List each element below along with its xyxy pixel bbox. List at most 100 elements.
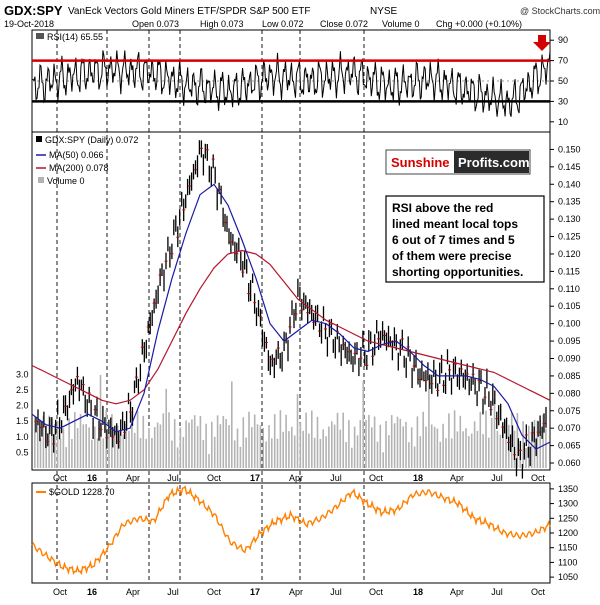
volume-bar [425,426,427,468]
ohlc-low: Low 0.072 [262,19,304,29]
volume-bar [131,413,133,468]
chart-credit: @ StockCharts.com [520,6,600,16]
volume-bar [99,374,102,468]
volume-bar [419,436,422,468]
callout-line-3: 6 out of 7 times and 5 [392,233,515,247]
volume-bar [139,438,142,468]
volume-tick-label: 0.5 [16,447,29,457]
price-xtick-label: 18 [413,473,423,483]
volume-bar [268,425,270,468]
volume-bar [496,430,499,468]
volume-bar [533,419,536,468]
price-xtick-label: Jul [491,473,503,483]
volume-bar [365,419,367,468]
volume-bar [116,425,119,468]
volume-bar [196,426,199,468]
rsi-ytick-label: 50 [558,76,568,86]
volume-bar [402,426,404,468]
rsi-layer [31,50,551,117]
price-ytick-label: 0.130 [558,214,581,224]
volume-bar [465,428,467,468]
volume-bar [388,435,390,468]
price-ytick-label: 0.060 [558,458,581,468]
price-xtick-label: Oct [531,473,546,483]
volume-bar [68,418,70,468]
volume-bar [456,431,459,468]
volume-bar [188,422,190,468]
volume-bar [488,437,490,468]
volume-bar [34,416,36,468]
gold-xtick-label: Oct [531,587,546,597]
volume-bar [439,441,442,468]
chart-date: 19-Oct-2018 [4,19,54,29]
volume-bar [493,399,496,468]
chart-symbol: GDX:SPY [4,3,63,18]
gold-xtick-label: 17 [250,587,260,597]
volume-bar [299,422,302,468]
volume-bar [279,410,282,468]
ma50-legend: MA(50) 0.066 [49,150,104,160]
price-ytick-label: 0.120 [558,249,581,259]
vertical-dashed-lines [56,30,365,583]
ohlc-volume: Volume 0 [382,19,420,29]
callout-line-5: shorting opportunities. [392,265,523,279]
volume-bar [236,428,239,468]
volume-bar [542,414,544,468]
volume-bar [368,414,370,468]
price-ytick-label: 0.105 [558,301,581,311]
volume-bar [516,413,519,468]
volume-bar [156,422,159,468]
volume-bar [148,427,150,468]
volume-bar [182,437,185,468]
price-ytick-label: 0.140 [558,179,581,189]
volume-bar [359,420,362,468]
volume-bar [79,413,82,468]
volume-bar [362,381,364,468]
volume-bar [193,415,196,468]
ohlc-close: Close 0.072 [320,19,368,29]
volume-bar [136,410,139,468]
volume-bar [448,413,450,468]
volume-bar [485,410,487,468]
gold-xtick-label: Jul [491,587,503,597]
volume-bar [342,412,344,468]
volume-bar [468,436,470,468]
volume-bar [510,412,513,468]
volume-legend-swatch [38,177,44,183]
callout-line-4: of them were precise [392,249,512,263]
volume-bar [348,420,350,468]
volume-bar [385,421,387,468]
price-xtick-label: Apr [450,473,464,483]
volume-bar [225,419,227,468]
volume-bar [536,420,539,468]
volume-tick-label: 1.5 [16,416,29,426]
red-arrow-icon [533,35,551,51]
volume-bar [185,420,187,468]
gold-xtick-label: Oct [369,587,384,597]
volume-bar [308,433,310,468]
volume-bar [71,439,73,468]
volume-bar [413,446,416,468]
volume-bar [142,415,145,468]
price-xtick-label: 17 [250,473,260,483]
gold-layer [31,485,551,576]
volume-bar [490,417,493,468]
volume-bar [82,424,85,468]
volume-bar [353,426,356,468]
volume-bar [222,416,225,468]
price-xtick-label: Apr [126,473,140,483]
volume-bar [119,435,122,468]
volume-bar [436,428,439,468]
volume-bar [282,431,284,468]
gold-xtick-label: Apr [126,587,140,597]
price-xtick-label: Jul [330,473,342,483]
gold-ytick-label: 1250 [558,513,578,523]
logo-profits: Profits.com [458,155,530,170]
volume-bar [91,439,93,468]
volume-bar [191,419,193,468]
ma50-line [31,183,551,450]
volume-bar [382,452,384,468]
ma200-legend: MA(200) 0.078 [49,163,109,173]
volume-bar [422,411,424,468]
volume-bar [393,423,396,468]
